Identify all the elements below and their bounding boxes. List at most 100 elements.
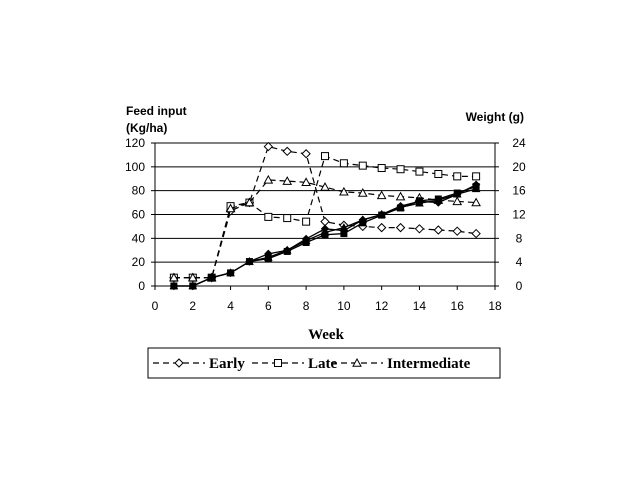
data-point-diamond [263, 141, 274, 152]
legend-label: Early [209, 356, 245, 372]
legend-box [147, 347, 501, 379]
data-point-triangle [433, 195, 443, 204]
data-point-square [302, 217, 311, 226]
data-point-triangle [320, 227, 330, 236]
data-point-triangle [169, 281, 179, 290]
data-point-triangle [395, 191, 406, 201]
x-tick-label: 0 [152, 299, 159, 313]
x-tick-label: 6 [265, 299, 272, 313]
data-point-triangle [301, 177, 311, 187]
series-line [173, 155, 477, 279]
y-axis-left-title-line1: Feed input [126, 104, 187, 118]
x-tick-label: 18 [488, 299, 502, 313]
data-point-triangle [339, 223, 349, 231]
data-point-triangle [471, 197, 481, 207]
data-point-triangle [169, 272, 179, 282]
data-point-triangle [301, 236, 311, 245]
data-point-triangle [187, 272, 198, 282]
data-point-triangle [263, 174, 274, 184]
data-point-triangle [282, 245, 292, 254]
legend-item-early: Early [153, 356, 245, 372]
data-point-triangle [207, 273, 217, 281]
data-point-diamond [174, 358, 184, 368]
data-point-triangle [358, 215, 368, 224]
y-axis-left-title-line2: (Kg/ha) [126, 121, 167, 135]
data-point-triangle [226, 268, 235, 277]
x-axis-title: Week [308, 327, 344, 343]
data-point-diamond [452, 226, 462, 236]
data-point-square [377, 164, 386, 173]
data-point-triangle [452, 189, 462, 198]
legend-item-intermediate: Intermediate [331, 356, 471, 372]
data-point-diamond [471, 228, 481, 239]
data-point-diamond [282, 146, 292, 157]
data-point-diamond [395, 222, 406, 233]
y-right-tick-label: 4 [516, 255, 523, 269]
y-left-tick-label: 20 [132, 255, 146, 269]
data-point-triangle [244, 197, 255, 207]
data-point-square [396, 165, 405, 174]
y-left-tick-label: 120 [125, 136, 145, 150]
series-line [173, 179, 477, 279]
y-axis-right-title: Weight (g) [466, 110, 524, 124]
data-point-triangle [357, 188, 368, 197]
data-point-square [283, 214, 292, 223]
legend-label: Intermediate [387, 356, 471, 372]
legend-item-late: Late [252, 356, 338, 372]
y-right-tick-label: 12 [512, 208, 526, 222]
data-point-triangle [339, 186, 349, 196]
y-left-tick-label: 40 [132, 231, 146, 245]
y-left-tick-label: 60 [132, 208, 146, 222]
data-point-triangle [415, 198, 424, 207]
series-weight-5 [169, 184, 481, 290]
data-point-square [472, 172, 481, 181]
data-point-square [340, 230, 348, 238]
data-point-diamond [320, 216, 330, 227]
data-point-triangle [188, 281, 198, 290]
data-point-triangle [352, 357, 362, 367]
data-point-diamond [376, 222, 387, 233]
x-tick-label: 2 [189, 299, 196, 313]
x-tick-label: 10 [337, 299, 351, 313]
data-point-triangle [471, 184, 481, 193]
x-tick-label: 16 [451, 299, 465, 313]
data-point-triangle [396, 202, 405, 211]
data-point-square [358, 161, 367, 170]
y-right-tick-label: 16 [512, 184, 526, 198]
data-point-triangle [452, 196, 463, 206]
data-point-triangle [245, 257, 254, 265]
y-right-tick-label: 24 [512, 136, 526, 150]
x-tick-label: 4 [227, 299, 234, 313]
data-point-triangle [225, 203, 236, 213]
series-layer [169, 141, 481, 291]
legend-label: Late [308, 356, 338, 372]
series-weight-4 [170, 182, 480, 290]
series-line [173, 145, 477, 279]
data-point-square [321, 152, 329, 161]
y-left-tick-label: 80 [132, 184, 146, 198]
data-point-square [434, 169, 443, 178]
data-point-square [339, 159, 348, 168]
data-point-triangle [320, 182, 330, 191]
y-right-tick-label: 8 [516, 231, 523, 245]
x-tick-label: 12 [375, 299, 389, 313]
data-point-square [274, 359, 282, 367]
y-left-tick-label: 100 [125, 160, 145, 174]
y-right-tick-label: 0 [516, 279, 523, 293]
data-point-triangle [377, 209, 387, 218]
data-point-square [453, 172, 462, 181]
data-point-square [264, 212, 273, 221]
data-point-triangle [376, 190, 387, 200]
x-tick-label: 8 [303, 299, 310, 313]
data-point-triangle [263, 252, 273, 261]
legend: Early Late Intermediate [147, 347, 501, 379]
data-point-diamond [414, 224, 425, 234]
data-point-diamond [301, 149, 311, 159]
data-point-diamond [433, 225, 444, 235]
data-point-triangle [282, 176, 293, 185]
y-left-tick-label: 0 [138, 279, 145, 293]
y-right-tick-label: 20 [512, 160, 526, 174]
